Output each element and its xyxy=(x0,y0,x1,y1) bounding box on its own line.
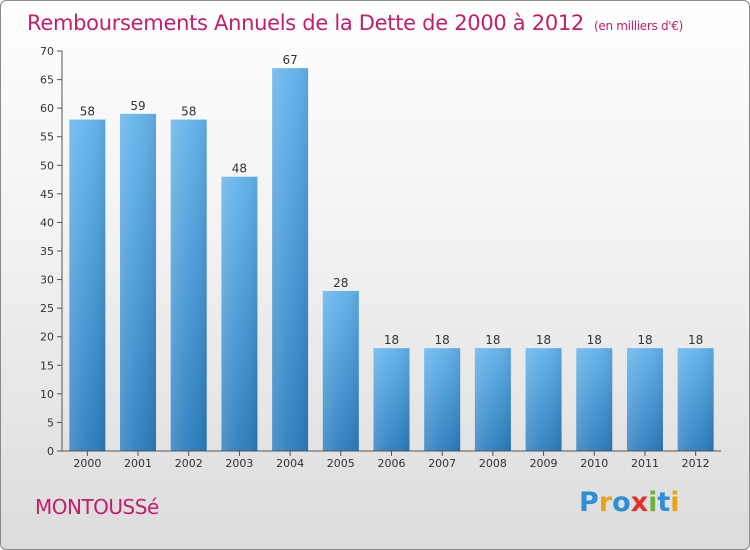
data-label: 18 xyxy=(637,333,652,347)
chart-title-text: Remboursements Annuels de la Dette de 20… xyxy=(27,11,584,35)
x-tick-label: 2012 xyxy=(682,457,710,470)
y-tick-label: 65 xyxy=(40,74,54,87)
bar-shine xyxy=(373,348,410,451)
x-tick-label: 2005 xyxy=(327,457,355,470)
logo-letter: i xyxy=(670,487,680,518)
data-label: 59 xyxy=(130,99,145,113)
data-label: 18 xyxy=(536,333,551,347)
x-tick-label: 2007 xyxy=(428,457,456,470)
city-name: MONTOUSSé xyxy=(35,495,159,519)
logo-letter: i xyxy=(648,487,658,518)
x-tick-label: 2002 xyxy=(175,457,203,470)
x-tick-label: 2011 xyxy=(631,457,659,470)
logo-letter: x xyxy=(630,487,649,518)
y-tick-label: 70 xyxy=(40,45,54,58)
x-tick-label: 2004 xyxy=(276,457,304,470)
logo-letter: o xyxy=(612,487,631,518)
bar-shine xyxy=(626,348,663,451)
data-label: 28 xyxy=(333,276,348,290)
logo-letter: P xyxy=(579,487,599,518)
data-label: 58 xyxy=(181,105,196,119)
x-tick-label: 2001 xyxy=(124,457,152,470)
bar-shine xyxy=(424,348,461,451)
x-tick-label: 2009 xyxy=(530,457,558,470)
logo-letter: t xyxy=(657,487,671,518)
y-tick-label: 15 xyxy=(40,359,54,372)
y-tick-label: 0 xyxy=(47,445,54,458)
data-label: 18 xyxy=(688,333,703,347)
bar-shine xyxy=(170,119,207,452)
x-tick-label: 2008 xyxy=(479,457,507,470)
x-tick-label: 2010 xyxy=(580,457,608,470)
data-label: 67 xyxy=(282,53,297,67)
x-tick-label: 2006 xyxy=(378,457,406,470)
bar-shine xyxy=(576,348,613,451)
bar-shine xyxy=(677,348,714,451)
y-tick-label: 10 xyxy=(40,388,54,401)
data-label: 18 xyxy=(435,333,450,347)
y-tick-label: 45 xyxy=(40,188,54,201)
bar-shine xyxy=(69,119,106,452)
bar-shine xyxy=(120,113,157,451)
data-label: 58 xyxy=(80,105,95,119)
y-tick-label: 20 xyxy=(40,331,54,344)
y-tick-label: 25 xyxy=(40,302,54,315)
y-tick-label: 55 xyxy=(40,131,54,144)
data-label: 18 xyxy=(485,333,500,347)
data-label: 18 xyxy=(384,333,399,347)
data-label: 18 xyxy=(587,333,602,347)
x-tick-label: 2003 xyxy=(225,457,253,470)
y-tick-label: 30 xyxy=(40,274,54,287)
bar-shine xyxy=(525,348,562,451)
bar-shine xyxy=(322,291,359,451)
y-tick-label: 40 xyxy=(40,216,54,229)
x-tick-label: 2000 xyxy=(73,457,101,470)
y-tick-label: 50 xyxy=(40,159,54,172)
bar-shine xyxy=(221,176,258,451)
proxiti-logo[interactable]: Proxiti xyxy=(579,487,680,518)
bar-shine xyxy=(272,68,309,452)
y-tick-label: 35 xyxy=(40,245,54,258)
chart-title: Remboursements Annuels de la Dette de 20… xyxy=(27,11,683,35)
y-tick-label: 5 xyxy=(47,416,54,429)
logo-letter: r xyxy=(598,487,613,518)
data-label: 48 xyxy=(232,162,247,176)
chart-subtitle: (en milliers d'€) xyxy=(594,19,684,33)
bar-shine xyxy=(474,348,511,451)
y-tick-label: 60 xyxy=(40,102,54,115)
